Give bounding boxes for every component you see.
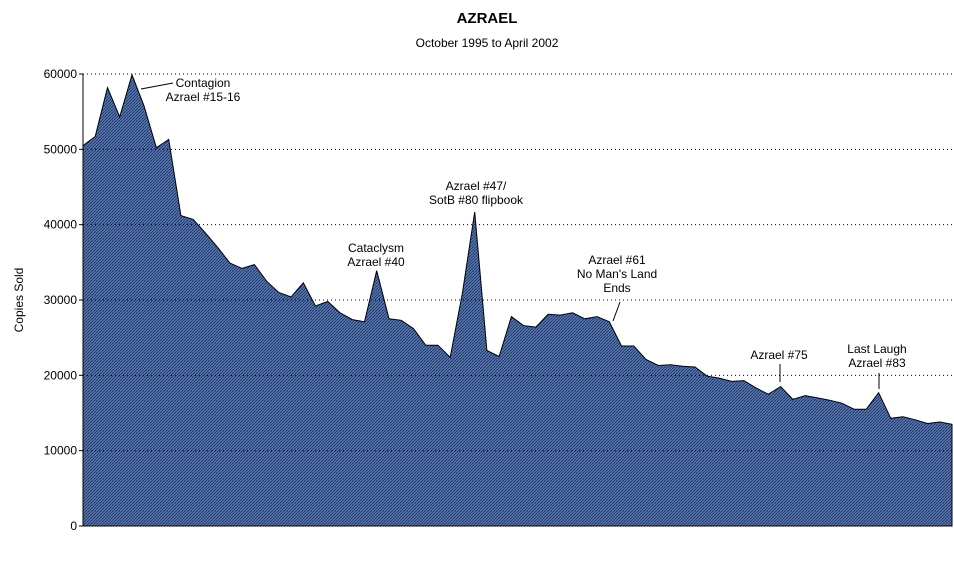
y-axis-label: Copies Sold (12, 268, 26, 333)
y-tick-label: 20000 (44, 368, 78, 382)
series-area (82, 73, 953, 527)
annotation-label: Cataclysm Azrael #40 (347, 241, 405, 269)
y-tick-label: 50000 (44, 142, 78, 156)
annotation-leader (140, 82, 174, 90)
annotation-label: Last Laugh Azrael #83 (847, 342, 906, 370)
chart-title: AZRAEL (456, 10, 518, 27)
y-tick-label: 0 (70, 519, 77, 533)
chart-subtitle: October 1995 to April 2002 (415, 36, 559, 50)
annotation-label: Azrael #75 (750, 348, 808, 362)
y-tick-label: 30000 (44, 293, 78, 307)
y-tick-label: 40000 (44, 218, 78, 232)
annotation-label: Contagion Azrael #15-16 (166, 76, 241, 104)
annotation-leader (612, 301, 621, 322)
y-tick-label: 60000 (44, 67, 78, 81)
annotation-label: Azrael #47/SotB #80 flipbook (429, 179, 524, 207)
y-tick-label: 10000 (44, 444, 78, 458)
annotation-label: Azrael #61 No Man's Land Ends (577, 253, 657, 295)
